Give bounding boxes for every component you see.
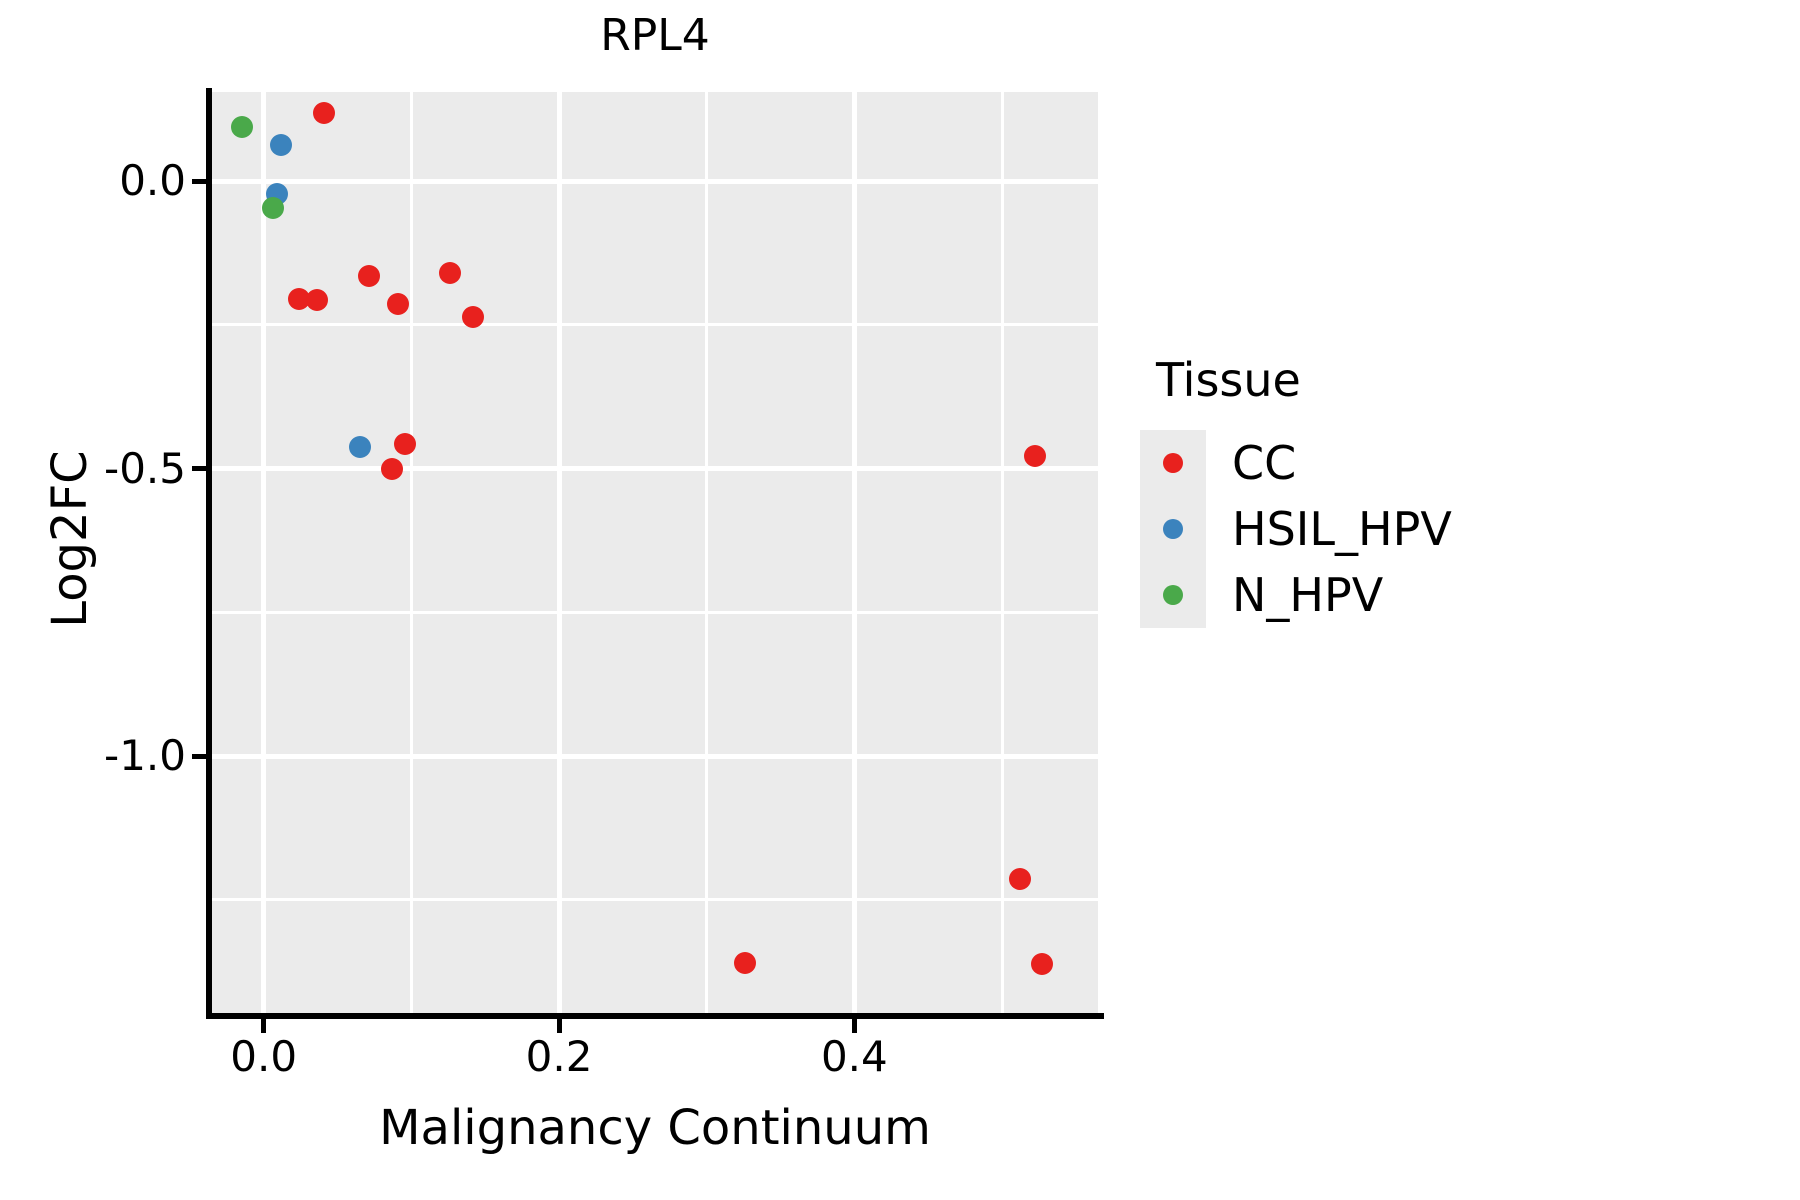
data-point-hsil_hpv xyxy=(348,436,371,459)
x-tick-mark xyxy=(556,1019,562,1033)
legend-item-label: HSIL_HPV xyxy=(1232,502,1452,556)
data-point-cc xyxy=(394,432,417,455)
gridline-y-major xyxy=(212,753,1098,759)
legend-item-cc[interactable]: CC xyxy=(1140,430,1452,496)
y-tick-mark xyxy=(192,466,206,472)
gridline-y-minor xyxy=(212,898,1098,902)
data-point-cc xyxy=(438,262,461,285)
y-axis-title: Log2FC xyxy=(42,450,98,628)
legend-dot-icon xyxy=(1163,585,1183,605)
legend-dot-icon xyxy=(1163,453,1183,473)
data-point-n_hpv xyxy=(261,196,284,219)
y-tick-label: -1.0 xyxy=(104,731,186,781)
x-axis-line xyxy=(206,1013,1104,1019)
data-point-cc xyxy=(1008,867,1031,890)
data-point-cc xyxy=(1023,445,1046,468)
legend-dot-icon xyxy=(1163,519,1183,539)
legend-item-label: CC xyxy=(1232,436,1297,490)
gridline-x-major xyxy=(556,92,562,1015)
plot-panel xyxy=(212,92,1098,1015)
data-point-cc xyxy=(357,265,380,288)
gridline-x-minor xyxy=(705,92,709,1015)
gridline-x-major xyxy=(261,92,267,1015)
data-point-n_hpv xyxy=(230,116,253,139)
legend: Tissue CC HSIL_HPV N_HPV xyxy=(1140,350,1660,628)
x-axis-title: Malignancy Continuum xyxy=(379,1100,931,1156)
x-tick-label: 0.2 xyxy=(525,1032,593,1081)
legend-item-n_hpv[interactable]: N_HPV xyxy=(1140,562,1452,628)
x-tick-label: 0.4 xyxy=(820,1032,888,1081)
page-title: RPL4 xyxy=(600,10,710,61)
data-point-cc xyxy=(305,289,328,312)
data-point-cc xyxy=(288,288,311,311)
legend-title: Tissue xyxy=(1156,353,1301,407)
gridline-x-minor xyxy=(1000,92,1004,1015)
legend-key-swatch xyxy=(1140,562,1206,628)
gridline-x-major xyxy=(851,92,857,1015)
y-axis-line xyxy=(206,88,212,1019)
gridline-y-minor xyxy=(212,610,1098,614)
gridline-y-minor xyxy=(212,323,1098,327)
gridline-x-minor xyxy=(409,92,413,1015)
gridline-y-major xyxy=(212,178,1098,184)
data-point-cc xyxy=(1030,953,1053,976)
gridline-y-major xyxy=(212,466,1098,472)
y-tick-mark xyxy=(192,753,206,759)
y-tick-label: 0.0 xyxy=(119,156,186,206)
data-point-cc xyxy=(381,457,404,480)
y-tick-mark xyxy=(192,178,206,184)
legend-key-swatch xyxy=(1140,496,1206,562)
data-point-cc xyxy=(462,305,485,328)
data-point-hsil_hpv xyxy=(270,133,293,156)
data-point-cc xyxy=(313,102,336,125)
legend-item-label: N_HPV xyxy=(1232,568,1384,622)
x-tick-mark xyxy=(261,1019,267,1033)
x-tick-label: 0.0 xyxy=(230,1032,298,1081)
y-tick-label: -0.5 xyxy=(104,443,186,493)
x-tick-mark xyxy=(851,1019,857,1033)
legend-item-hsil_hpv[interactable]: HSIL_HPV xyxy=(1140,496,1452,562)
legend-key-swatch xyxy=(1140,430,1206,496)
data-point-cc xyxy=(387,293,410,316)
legend-entries: CC HSIL_HPV N_HPV xyxy=(1140,430,1452,628)
data-point-cc xyxy=(734,952,757,975)
